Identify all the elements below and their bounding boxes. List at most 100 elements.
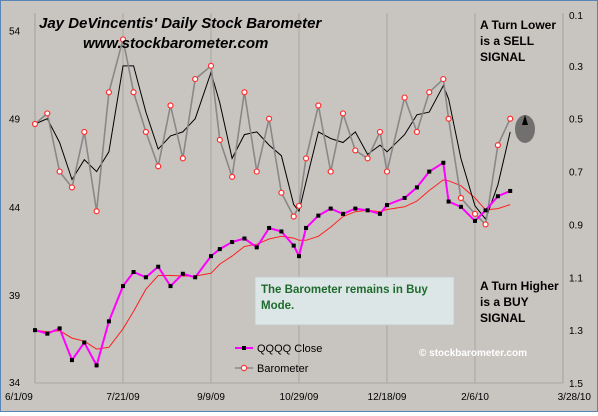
y-right-tick-label: 0.9	[569, 220, 583, 231]
y-left-tick-label: 39	[9, 291, 21, 302]
barometer-point	[253, 168, 260, 175]
y-left-tick-label: 49	[9, 115, 21, 126]
qqqq-point	[57, 326, 62, 331]
x-tick-label: 10/29/09	[280, 392, 319, 403]
qqqq-point	[193, 275, 198, 280]
y-axis-left-ticks: 34 39 44 49 54	[9, 27, 21, 389]
barometer-point	[192, 75, 199, 83]
barometer-point	[339, 110, 347, 117]
qqqq-point	[156, 264, 161, 269]
sell-signal-line-3: SIGNAL	[480, 50, 525, 64]
qqqq-point	[121, 284, 125, 289]
y-left-tick-label: 54	[9, 27, 21, 38]
barometer-point	[494, 142, 501, 149]
barometer-point	[376, 128, 384, 136]
qqqq-point	[495, 194, 500, 199]
qqqq-point	[473, 218, 477, 223]
barometer-point	[207, 62, 215, 69]
sell-signal-line-1: A Turn Lower	[480, 18, 556, 32]
legend-qqqq-label: QQQQ Close	[257, 343, 322, 355]
barometer-point	[401, 94, 408, 101]
barometer-point	[265, 115, 273, 122]
x-tick-label: 2/6/10	[461, 392, 489, 403]
qqqq-point	[377, 211, 382, 216]
qqqq-point	[508, 188, 513, 193]
barometer-point	[155, 163, 162, 170]
qqqq-point	[402, 196, 407, 200]
qqqq-point	[385, 203, 389, 208]
qqqq-point	[94, 363, 99, 368]
barometer-point	[31, 120, 39, 128]
legend-barometer-marker	[240, 364, 248, 372]
barometer-point	[167, 102, 174, 109]
qqqq-point	[45, 331, 50, 336]
qqqq-point	[365, 208, 370, 213]
barometer-point	[241, 89, 248, 96]
qqqq-point	[168, 284, 173, 289]
barometer-point	[383, 168, 391, 175]
chart-title: Jay DeVincentis' Daily Stock Barometer	[39, 15, 322, 32]
buy-signal-line-2: is a BUY	[480, 295, 529, 309]
qqqq-point	[106, 319, 111, 324]
buy-signal-line-3: SIGNAL	[480, 311, 525, 325]
barometer-point	[81, 128, 88, 136]
qqqq-point	[291, 243, 296, 248]
qqqq-point	[267, 225, 272, 230]
qqqq-point	[458, 204, 463, 209]
barometer-line	[34, 39, 511, 227]
y-axis-right-ticks: 0.1 0.3 0.5 0.7 0.9 1.1 1.3 1.5	[569, 11, 583, 390]
barometer-point	[68, 184, 76, 191]
qqqq-point	[82, 340, 87, 345]
y-right-tick-label: 1.5	[569, 379, 583, 390]
x-tick-label: 7/21/09	[106, 392, 140, 403]
qqqq-point	[341, 211, 345, 216]
barometer-point	[315, 102, 322, 109]
legend-barometer-label: Barometer	[257, 363, 309, 375]
barometer-point	[507, 115, 514, 122]
barometer-point	[471, 210, 479, 217]
y-right-tick-label: 1.1	[569, 273, 583, 284]
qqqq-point	[279, 229, 284, 234]
qqqq-point	[427, 169, 432, 174]
barometer-point	[44, 110, 51, 117]
note-line-2: Mode.	[261, 300, 294, 312]
barometer-point	[413, 128, 421, 136]
barometer-smoothed-line	[34, 65, 511, 221]
barometer-point	[457, 194, 465, 202]
barometer-point	[216, 136, 223, 143]
credit-text: © stockbarometer.com	[419, 348, 527, 359]
qqqq-point	[446, 199, 451, 204]
chart-subtitle: www.stockbarometer.com	[83, 35, 268, 52]
qqqq-point	[131, 270, 136, 274]
qqqq-point	[297, 254, 301, 259]
qqqq-point	[254, 245, 259, 250]
y-left-tick-label: 44	[9, 203, 21, 214]
qqqq-line	[34, 161, 511, 369]
barometer-point	[440, 75, 447, 83]
barometer-point	[445, 115, 452, 122]
barometer-point	[302, 155, 310, 162]
barometer-point	[290, 213, 297, 220]
y-right-tick-label: 1.3	[569, 326, 583, 337]
barometer-point	[56, 168, 63, 175]
qqqq-point	[33, 328, 37, 333]
barometer-point	[179, 155, 186, 162]
legend: QQQQ Close Barometer	[235, 343, 322, 375]
note-line-1: The Barometer remains in Buy	[261, 284, 428, 296]
barometer-point	[352, 147, 359, 154]
x-tick-label: 6/1/09	[5, 392, 33, 403]
sell-signal-line-2: is a SELL	[480, 34, 534, 48]
y-right-tick-label: 0.3	[569, 62, 583, 73]
qqqq-point	[304, 225, 309, 230]
y-right-tick-label: 0.1	[569, 11, 583, 22]
legend-qqqq-marker	[242, 346, 246, 350]
qqqq-point	[217, 247, 222, 252]
barometer-point	[229, 173, 236, 180]
barometer-point	[142, 128, 149, 136]
barometer-point	[295, 202, 303, 210]
vertical-gridlines	[122, 13, 476, 383]
qqqq-point	[69, 358, 74, 363]
qqqq-point	[143, 275, 148, 280]
